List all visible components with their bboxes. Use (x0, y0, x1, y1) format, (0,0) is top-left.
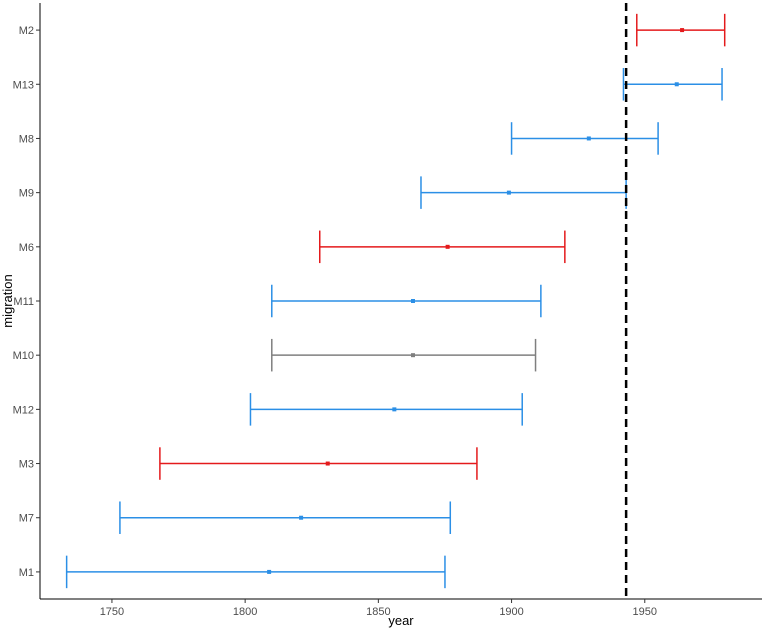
y-tick-label: M3 (19, 459, 34, 471)
x-axis-ticks: 1750 1800 1850 1900 1950 (100, 599, 657, 618)
y-tick-label: M8 (19, 133, 34, 145)
errorbar-m2 (636, 13, 726, 47)
x-tick-label: 1750 (100, 606, 124, 618)
point-estimate (392, 407, 397, 412)
x-tick-label: 1850 (366, 606, 390, 618)
point-estimate (586, 136, 591, 141)
point-estimate (410, 299, 415, 303)
point-estimate (445, 244, 450, 249)
y-tick-label: M9 (19, 188, 34, 200)
y-tick-label: M6 (19, 242, 34, 254)
point-estimate (410, 353, 415, 358)
y-tick-label: M2 (19, 25, 34, 37)
x-tick-label: 1800 (233, 606, 257, 618)
y-tick-label: M10 (13, 350, 34, 362)
y-axis-ticks: M2 M13 M8 M9 M6 M11 M10 M12 M3 M7 M1 (13, 25, 40, 579)
errorbar-m3 (159, 447, 478, 480)
errorbar-m8 (510, 122, 659, 155)
errorbar-m10 (271, 338, 537, 372)
point-estimate (674, 82, 679, 87)
x-tick-label: 1900 (499, 606, 523, 618)
errorbar-m9 (420, 176, 627, 209)
errorbar-m11 (271, 284, 542, 318)
y-tick-label: M1 (19, 567, 34, 579)
y-tick-label: M13 (13, 79, 34, 91)
errorbar-m1 (65, 555, 446, 589)
x-axis-title: year (388, 613, 414, 628)
point-estimate (267, 569, 272, 574)
point-estimate (680, 28, 685, 33)
errorbar-m7 (119, 501, 452, 534)
y-axis-title: migration (0, 274, 15, 327)
point-estimate (506, 190, 511, 195)
x-tick-label: 1950 (633, 606, 657, 618)
y-tick-label: M11 (13, 296, 34, 308)
point-estimate (299, 515, 304, 520)
point-estimate (325, 461, 330, 466)
y-tick-label: M7 (19, 513, 34, 525)
y-tick-label: M12 (13, 404, 34, 416)
errorbar-m12 (249, 393, 523, 426)
errorbar-m6 (318, 230, 566, 264)
errorbar-m13 (622, 68, 723, 101)
